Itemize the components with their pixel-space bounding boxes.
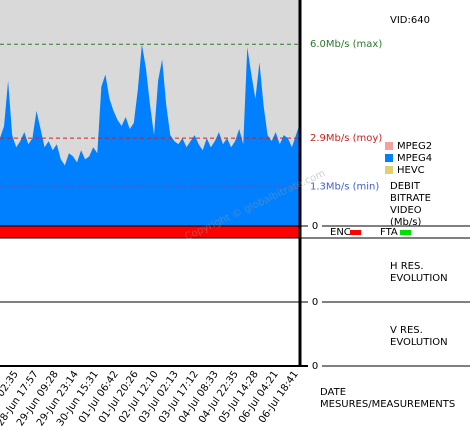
legend-swatch (385, 142, 393, 150)
axis-title: BITRATE (390, 193, 431, 204)
panel-title: EVOLUTION (390, 337, 448, 348)
axis-title: DEBIT (390, 181, 421, 192)
panel-title: V RES. (390, 325, 423, 336)
bitrate-area (0, 44, 300, 227)
status-label: ENC (330, 227, 351, 238)
panel-zero: 0 (312, 297, 318, 308)
y-tick-label: 0 (312, 221, 318, 232)
panel-zero: 0 (312, 361, 318, 372)
legend-swatch (385, 154, 393, 162)
legend-label: MPEG2 (397, 141, 432, 152)
reference-label: 1.3Mb/s (min) (310, 182, 379, 193)
status-swatch (350, 230, 361, 235)
axis-title: VIDEO (390, 205, 422, 216)
status-swatch (400, 230, 411, 235)
status-label: FTA (380, 227, 398, 238)
x-axis-title: DATE (320, 387, 346, 398)
vid-label: VID:640 (390, 15, 430, 26)
x-axis-title: MESURES/MEASUREMENTS (320, 399, 455, 410)
legend-label: MPEG4 (397, 153, 432, 164)
legend-label: HEVC (397, 165, 425, 176)
axis-title: (Mb/s) (390, 217, 421, 228)
encryption-bar (0, 226, 300, 238)
legend-swatch (385, 166, 393, 174)
reference-label: 2.9Mb/s (moy) (310, 133, 382, 144)
panel-title: H RES. (390, 261, 424, 272)
reference-label: 6.0Mb/s (max) (310, 39, 382, 50)
panel-title: EVOLUTION (390, 273, 448, 284)
